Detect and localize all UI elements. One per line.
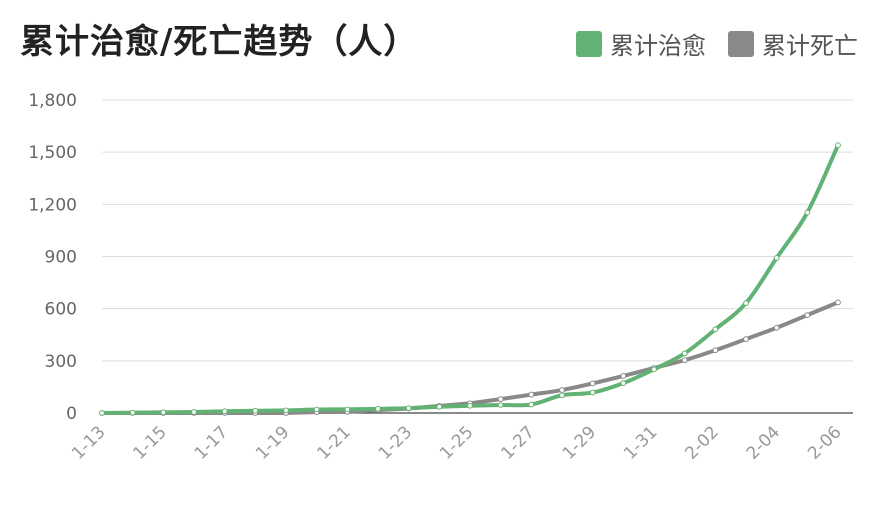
x-tick-label: 1-19 [252,422,293,463]
x-tick-label: 2-06 [804,422,845,463]
series-line-recovered [100,143,840,415]
data-point-recovered [773,254,780,261]
x-tick-label: 1-29 [559,422,600,463]
x-tick-label: 1-15 [129,422,170,463]
data-point-deaths [835,299,841,306]
legend-label-deaths: 累计死亡 [762,32,858,60]
y-tick-label: 900 [45,248,77,268]
data-point-deaths [497,396,504,402]
legend-swatch-recovered [576,30,602,57]
x-tick-label: 1-27 [497,422,538,463]
data-point-recovered [804,209,811,216]
data-point-deaths [589,380,596,387]
data-point-deaths [681,357,688,364]
y-tick-label: 1,500 [28,143,77,163]
y-tick-label: 0 [66,404,77,424]
data-point-recovered [160,409,167,416]
x-tick-label: 1-21 [313,422,354,463]
data-point-recovered [528,401,535,408]
data-point-deaths [559,387,565,393]
x-tick-label: 1-13 [68,422,109,463]
data-point-recovered [313,406,320,413]
y-tick-label: 1,800 [28,91,77,111]
data-point-recovered [375,405,381,412]
chart-title: 累计治愈/死亡趋势（人） [20,22,419,62]
data-point-deaths [743,336,749,342]
data-point-recovered [559,392,565,399]
legend-swatch-deaths [728,30,754,57]
data-point-recovered [191,409,197,415]
data-point-recovered [405,405,412,412]
chart-legend: 累计治愈 累计死亡 [576,26,858,61]
legend-item-deaths[interactable]: 累计死亡 [728,26,858,61]
y-tick-label: 1,200 [28,195,77,215]
data-point-recovered [497,402,504,408]
data-point-recovered [835,142,841,149]
data-point-recovered [743,300,749,307]
x-tick-label: 1-17 [191,422,232,463]
data-point-recovered [712,326,719,333]
legend-item-recovered[interactable]: 累计治愈 [576,26,706,61]
y-tick-label: 300 [45,352,77,372]
y-tick-label: 600 [45,300,77,320]
data-point-recovered [681,350,688,357]
legend-label-recovered: 累计治愈 [610,32,706,60]
data-point-deaths [620,373,627,379]
data-point-recovered [129,409,136,416]
data-point-recovered [221,408,228,415]
data-point-recovered [467,402,473,409]
x-tick-label: 1-25 [436,422,477,463]
x-tick-label: 1-23 [375,422,416,463]
data-point-recovered [344,406,351,413]
data-point-recovered [589,389,596,396]
data-point-recovered [651,366,657,373]
data-point-deaths [804,312,811,319]
data-point-recovered [99,410,105,416]
data-point-recovered [252,407,259,414]
data-point-deaths [712,347,719,354]
data-point-deaths [528,391,535,398]
x-tick-label: 1-31 [620,422,661,463]
data-point-recovered [283,407,289,414]
x-tick-label: 2-04 [743,422,784,463]
data-point-recovered [436,403,443,410]
x-tick-label: 2-02 [681,422,722,463]
data-point-deaths [773,324,780,331]
data-point-recovered [620,380,627,386]
